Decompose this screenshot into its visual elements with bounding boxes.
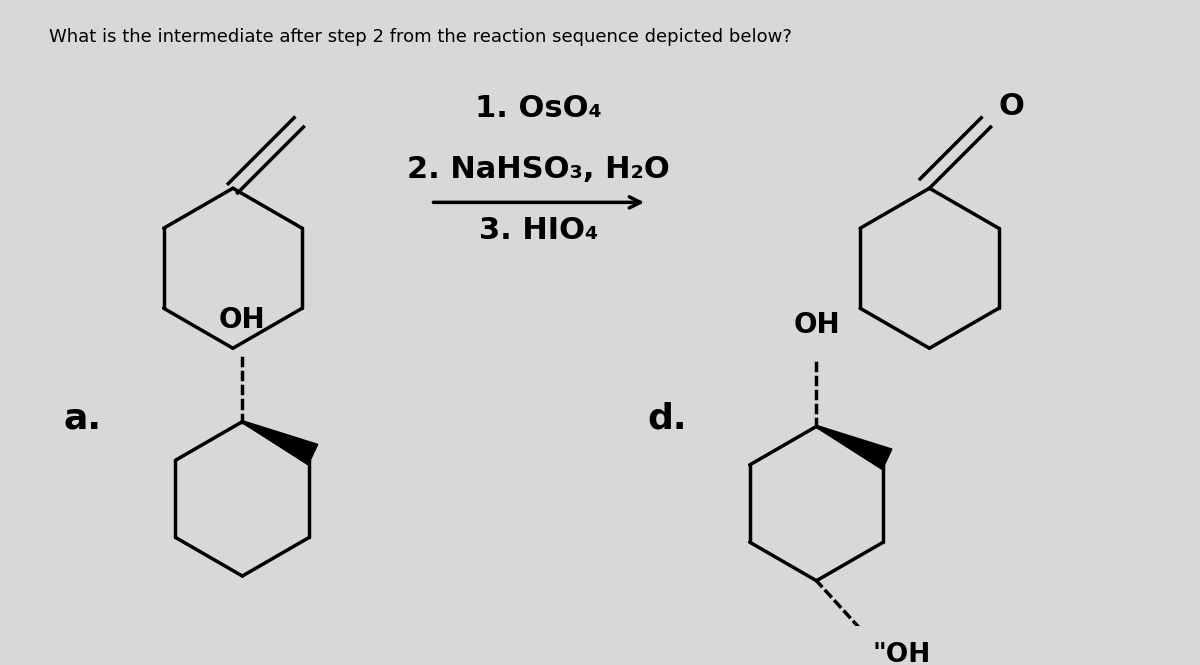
Text: 3. HIO₄: 3. HIO₄	[479, 216, 599, 245]
Text: What is the intermediate after step 2 from the reaction sequence depicted below?: What is the intermediate after step 2 fr…	[49, 28, 792, 47]
Text: OH: OH	[793, 311, 840, 339]
Polygon shape	[242, 421, 318, 465]
Text: a.: a.	[64, 402, 102, 436]
Text: d.: d.	[647, 402, 686, 436]
Text: "OH: "OH	[872, 642, 931, 665]
Polygon shape	[816, 426, 892, 469]
Text: 1. OsO₄: 1. OsO₄	[475, 94, 602, 123]
Text: OH: OH	[220, 306, 265, 334]
Text: O: O	[998, 92, 1025, 121]
Text: 2. NaHSO₃, H₂O: 2. NaHSO₃, H₂O	[408, 155, 670, 184]
